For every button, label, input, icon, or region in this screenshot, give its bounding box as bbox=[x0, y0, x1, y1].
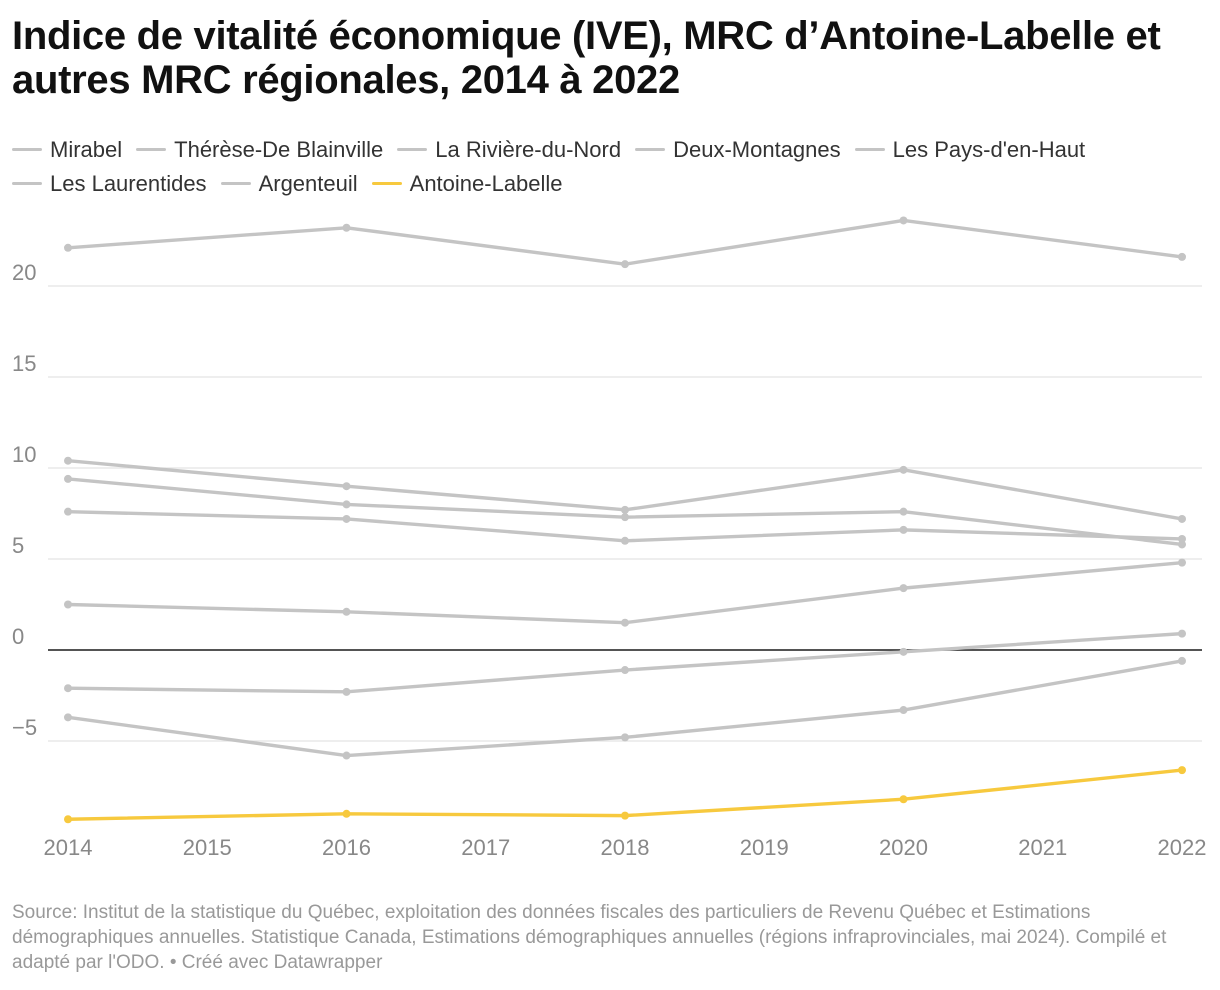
x-tick-label: 2017 bbox=[461, 835, 510, 860]
legend-label: Deux-Montagnes bbox=[673, 137, 841, 162]
legend-swatch bbox=[371, 181, 402, 185]
data-point bbox=[1178, 766, 1186, 775]
series-layer bbox=[64, 216, 1186, 824]
series-deux-montagnes bbox=[64, 507, 1186, 545]
data-point bbox=[342, 809, 351, 818]
y-tick-label: 15 bbox=[12, 351, 36, 376]
chart-title: Indice de vitalité économique (IVE), MRC… bbox=[12, 14, 1161, 102]
data-point bbox=[621, 811, 629, 820]
y-tick-label: 0 bbox=[12, 624, 24, 649]
legend-swatch bbox=[635, 147, 666, 151]
series-argenteuil bbox=[64, 656, 1186, 760]
legend-swatch bbox=[220, 181, 251, 185]
data-point bbox=[621, 536, 629, 545]
series-line bbox=[66, 560, 1184, 625]
legend-item-les-pays-d-en-haut: Les Pays-d'en-Haut bbox=[854, 133, 1086, 167]
data-point bbox=[64, 713, 72, 722]
x-tick-label: 2018 bbox=[601, 835, 650, 860]
legend-label: Argenteuil bbox=[258, 171, 358, 196]
legend-swatch bbox=[854, 147, 885, 151]
data-point bbox=[621, 513, 629, 522]
y-tick-label: 20 bbox=[12, 260, 36, 285]
data-point bbox=[342, 687, 351, 696]
data-point bbox=[899, 507, 908, 516]
series-line bbox=[66, 218, 1184, 266]
data-point bbox=[899, 795, 908, 804]
x-tick-label: 2015 bbox=[183, 835, 232, 860]
y-tick-label: 10 bbox=[12, 442, 36, 467]
series-les-pays-d-en-haut bbox=[64, 558, 1186, 627]
data-point bbox=[621, 260, 629, 269]
x-tick-label: 2021 bbox=[1018, 835, 1067, 860]
data-point bbox=[64, 815, 72, 824]
data-point bbox=[64, 600, 72, 609]
legend-swatch bbox=[12, 147, 42, 151]
axis-layer: −5 0 5 10 15 20 2014 2015 2016 2017 2018 2019 2020 20… bbox=[12, 260, 1206, 860]
legend-swatch bbox=[397, 147, 428, 151]
data-point bbox=[621, 733, 629, 742]
legend-item-deux-montagnes: Deux-Montagnes bbox=[635, 133, 841, 167]
data-point bbox=[899, 216, 908, 225]
data-point bbox=[899, 465, 908, 474]
line-chart: −5 0 5 10 15 20 2014 2015 2016 2017 2018 2019 2020 20… bbox=[12, 216, 1206, 860]
legend-label: Thérèse-De Blainville bbox=[174, 137, 384, 162]
legend-label: La Rivière-du-Nord bbox=[435, 137, 622, 162]
x-tick-label: 2014 bbox=[44, 835, 93, 860]
legend-label: Les Pays-d'en-Haut bbox=[892, 137, 1086, 162]
data-point bbox=[899, 706, 908, 715]
data-point bbox=[64, 474, 72, 483]
data-point bbox=[621, 666, 629, 675]
series-mirabel bbox=[64, 216, 1186, 269]
data-point bbox=[621, 618, 629, 627]
data-point bbox=[342, 223, 351, 232]
series-les-laurentides bbox=[64, 629, 1186, 696]
data-point bbox=[342, 607, 351, 616]
x-tick-label: 2022 bbox=[1158, 835, 1207, 860]
legend-item-les-laurentides: Les Laurentides bbox=[12, 167, 207, 201]
data-point bbox=[1178, 656, 1186, 665]
data-point bbox=[342, 500, 351, 509]
series-la-riviere-du-nord bbox=[64, 474, 1186, 549]
legend-label: Mirabel bbox=[50, 137, 123, 162]
data-point bbox=[1178, 514, 1186, 523]
legend-swatch bbox=[136, 147, 167, 151]
data-point bbox=[1178, 252, 1186, 261]
x-tick-label: 2016 bbox=[322, 835, 371, 860]
legend-label: Antoine-Labelle bbox=[409, 171, 563, 196]
data-point bbox=[899, 525, 908, 534]
data-point bbox=[621, 505, 629, 514]
series-therese-de-blainville bbox=[64, 456, 1186, 523]
data-point bbox=[64, 507, 72, 516]
data-point bbox=[64, 456, 72, 465]
x-tick-label: 2019 bbox=[740, 835, 789, 860]
data-point bbox=[64, 684, 72, 693]
legend-item-therese-de-blainville: Thérèse-De Blainville bbox=[136, 133, 383, 167]
series-line bbox=[66, 631, 1184, 694]
legend-label: Les Laurentides bbox=[50, 171, 207, 196]
y-tick-label: 5 bbox=[12, 533, 24, 558]
data-point bbox=[1178, 558, 1186, 567]
data-point bbox=[1178, 534, 1186, 543]
series-antoine-labelle bbox=[64, 766, 1186, 824]
source-footer: Source: Institut de la statistique du Qu… bbox=[12, 902, 1167, 973]
legend-swatch bbox=[12, 181, 42, 185]
legend-item-la-riviere-du-nord: La Rivière-du-Nord bbox=[397, 133, 621, 167]
data-point bbox=[64, 243, 72, 252]
legend-item-mirabel: Mirabel bbox=[12, 133, 122, 167]
x-tick-label: 2020 bbox=[879, 835, 928, 860]
data-point bbox=[1178, 629, 1186, 638]
legend: Mirabel Thérèse-De Blainville La Rivière-d… bbox=[12, 133, 1152, 201]
data-point bbox=[342, 751, 351, 760]
data-point bbox=[899, 647, 908, 656]
data-point bbox=[342, 514, 351, 523]
y-tick-label: −5 bbox=[12, 715, 37, 740]
legend-item-antoine-labelle: Antoine-Labelle bbox=[371, 167, 563, 201]
data-point bbox=[899, 584, 908, 593]
legend-item-argenteuil: Argenteuil bbox=[220, 167, 358, 201]
data-point bbox=[342, 482, 351, 491]
